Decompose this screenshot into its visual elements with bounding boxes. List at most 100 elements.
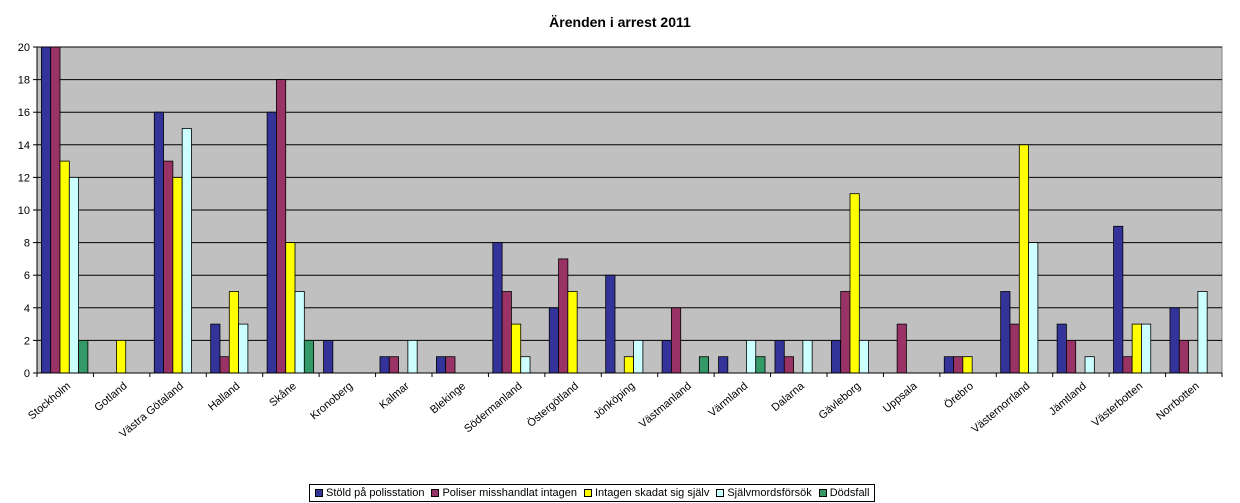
bar — [511, 323, 522, 374]
bar — [840, 291, 851, 374]
x-tick-label: Södermanland — [462, 380, 525, 435]
y-tick-label: 14 — [18, 140, 30, 152]
bar — [445, 356, 456, 374]
legend-label: Självmordsförsök — [727, 487, 812, 499]
bar — [303, 339, 315, 374]
x-tick-label: Gotland — [92, 380, 129, 414]
bar — [633, 339, 644, 374]
bar — [849, 193, 860, 374]
bars — [41, 46, 1208, 374]
bar — [943, 356, 954, 374]
y-tick-label: 10 — [18, 205, 30, 217]
bar — [1018, 144, 1029, 374]
legend-label: Stöld på polisstation — [326, 487, 425, 499]
legend-swatch — [315, 489, 323, 497]
x-tick-label: Gävleborg — [817, 380, 864, 422]
legend-item: Stöld på polisstation — [315, 487, 424, 499]
legend-swatch — [716, 489, 725, 497]
bar — [567, 291, 578, 374]
bar — [238, 323, 249, 374]
legend-label: Dödsfall — [829, 487, 870, 499]
bar — [181, 128, 192, 374]
legend-swatch — [583, 489, 592, 497]
bar — [1197, 291, 1208, 374]
bar — [219, 356, 230, 374]
bar — [1009, 323, 1020, 374]
chart-title: Ärenden i arrest 2011 — [549, 14, 691, 30]
bar — [50, 46, 61, 374]
bar — [210, 323, 221, 374]
x-tick-label: Västernorrland — [969, 380, 1032, 436]
y-tick-label: 8 — [24, 238, 30, 250]
bar — [1056, 323, 1067, 374]
y-tick-label: 2 — [24, 335, 30, 347]
bar — [962, 356, 973, 374]
bar — [78, 339, 89, 374]
bar — [1066, 339, 1077, 374]
bar — [68, 176, 80, 374]
bar — [755, 356, 766, 374]
x-tick-label: Uppsala — [881, 380, 920, 416]
y-tick-labels: 0 2 4 6 8 10 12 14 16 18 20 — [18, 42, 37, 380]
legend-item: Intagen skadat sig själv — [583, 487, 710, 499]
y-tick-label: 16 — [18, 107, 30, 119]
bar — [558, 258, 569, 374]
bar — [623, 356, 634, 374]
bar — [605, 274, 616, 374]
bar — [294, 291, 305, 374]
legend-item: Dödsfall — [818, 487, 870, 499]
bar — [285, 242, 296, 374]
x-tick-label: Östergötland — [525, 380, 581, 430]
bar — [266, 111, 277, 374]
bar — [1178, 339, 1189, 374]
x-tick-label: Dalarna — [769, 380, 807, 415]
bar — [548, 307, 559, 374]
x-tick-label: Jämtland — [1047, 380, 1089, 418]
bar — [831, 339, 842, 374]
bar — [1122, 356, 1133, 374]
bar — [1000, 291, 1011, 374]
bar — [501, 291, 512, 374]
y-tick-label: 20 — [18, 42, 30, 54]
x-tick-label: Norrbotten — [1154, 380, 1202, 423]
bar — [746, 339, 757, 374]
x-tick-label: Värmland — [707, 380, 751, 419]
bar — [116, 339, 127, 374]
legend-item: Poliser misshandlat intagen — [431, 487, 577, 499]
bar — [698, 356, 710, 374]
bar — [783, 356, 794, 374]
y-tick-label: 18 — [18, 75, 30, 87]
bar — [435, 356, 447, 374]
bar — [276, 79, 287, 374]
bar — [228, 291, 239, 374]
bar — [1169, 307, 1180, 374]
bar — [407, 339, 418, 374]
x-tick-label: Jönköping — [591, 380, 637, 421]
legend-swatch — [818, 489, 827, 497]
legend: Stöld på polisstation Poliser misshandlat… — [309, 484, 876, 502]
legend-swatch — [431, 489, 440, 497]
x-tick-label: Örebro — [942, 380, 976, 411]
bar — [163, 160, 174, 374]
bar — [661, 339, 672, 374]
bar — [858, 339, 869, 374]
x-tick-label: Västmanland — [637, 380, 694, 430]
legend-label: Intagen skadat sig själv — [594, 487, 710, 499]
x-tick-label: Halland — [206, 380, 242, 413]
x-tick-label: Kronoberg — [308, 380, 355, 422]
x-tick-label: Västerbotten — [1090, 380, 1145, 429]
bar — [671, 307, 682, 374]
bar — [1028, 242, 1039, 374]
y-tick-label: 4 — [24, 303, 30, 315]
bar — [896, 323, 907, 374]
bar — [718, 356, 729, 374]
bar — [153, 111, 164, 374]
bar — [41, 46, 52, 374]
bar — [953, 356, 964, 374]
bar — [1141, 323, 1152, 374]
x-tick-label: Stockholm — [26, 380, 73, 422]
y-tick-label: 6 — [24, 270, 30, 282]
x-tick-label: Blekinge — [428, 380, 468, 416]
x-tick-label: Skåne — [267, 380, 299, 409]
